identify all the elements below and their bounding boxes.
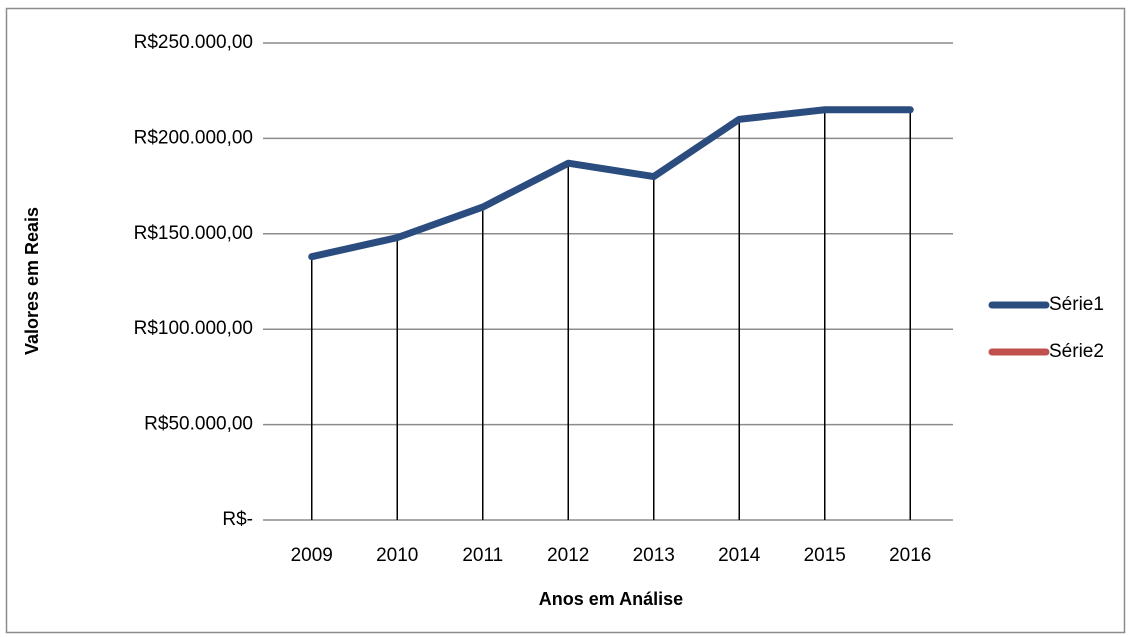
x-tick-label: 2012 xyxy=(547,545,589,566)
x-tick-label: 2015 xyxy=(804,545,846,566)
x-tick-label: 2010 xyxy=(376,545,418,566)
x-tick-label: 2009 xyxy=(291,545,333,566)
y-tick-label: R$- xyxy=(222,509,253,530)
series-line xyxy=(308,106,914,261)
y-tick-label: R$150.000,00 xyxy=(134,223,253,244)
x-tick-label: 2011 xyxy=(462,545,503,566)
y-tick-label: R$50.000,00 xyxy=(144,414,253,435)
chart-border xyxy=(5,7,1126,634)
y-axis-title: Valores em Reais xyxy=(22,207,42,355)
x-tick-label: 2016 xyxy=(889,545,931,566)
legend-label: Série2 xyxy=(1049,341,1104,362)
x-tick-label: 2013 xyxy=(633,545,675,566)
y-tick-label: R$100.000,00 xyxy=(134,318,253,339)
x-axis-title: Anos em Análise xyxy=(539,589,683,609)
y-tick-label: R$250.000,00 xyxy=(134,32,253,53)
x-tick-label: 2014 xyxy=(718,545,761,566)
legend-label: Série1 xyxy=(1049,294,1104,315)
y-tick-label: R$200.000,00 xyxy=(134,127,253,148)
